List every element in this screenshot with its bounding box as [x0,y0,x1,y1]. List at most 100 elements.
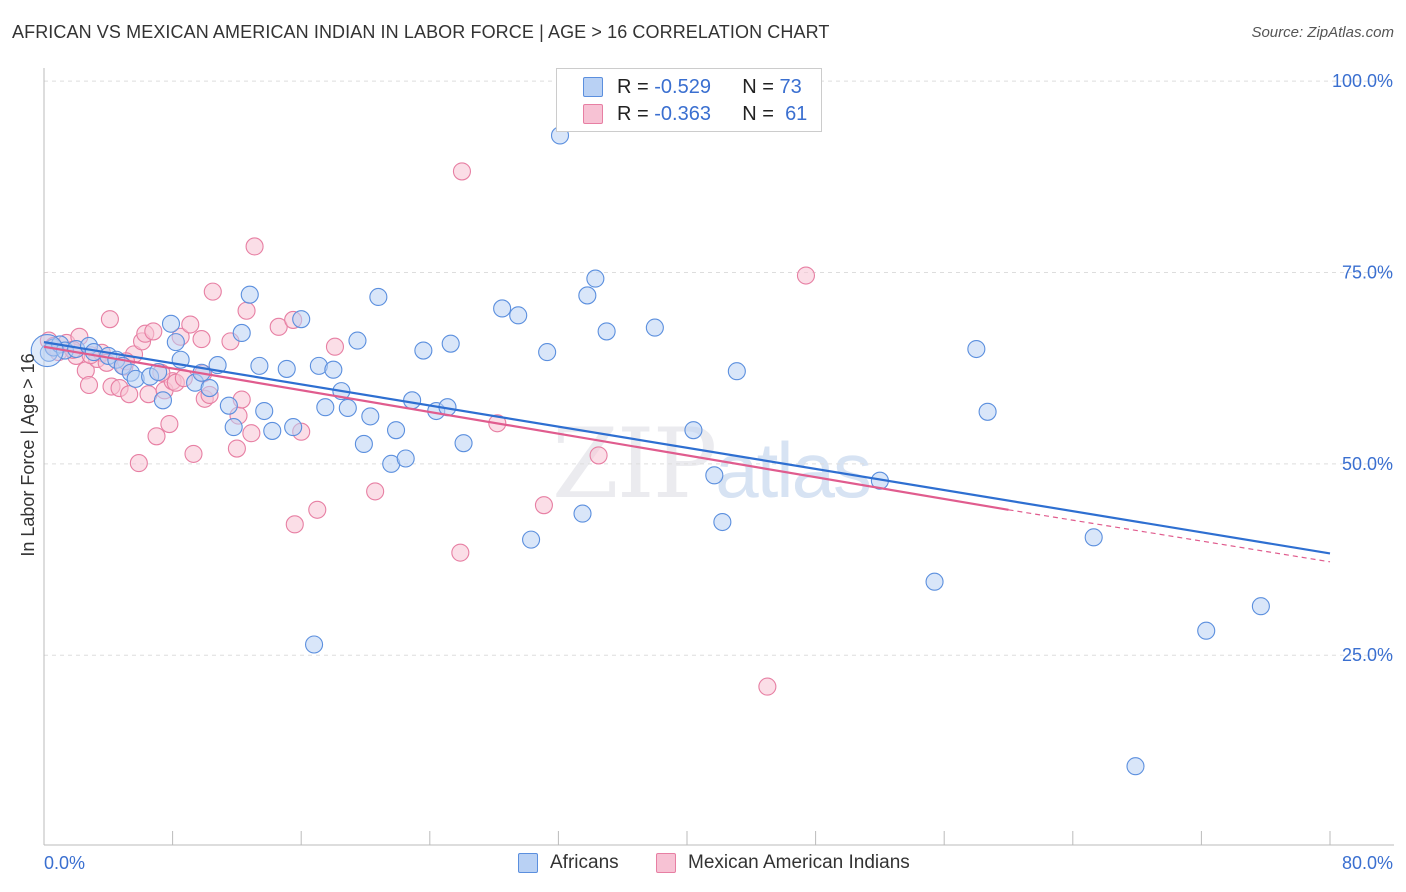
africans-point [645,318,664,337]
mexican-point [242,424,261,443]
x-tick-label-max: 80.0% [1342,853,1393,873]
mexican-point [120,385,139,404]
mexican-point [144,322,163,341]
africans-point [277,359,296,378]
africans-point [967,339,986,359]
x-tick-label-min: 0.0% [44,853,85,873]
mexican-point [245,237,264,256]
africans-point [705,466,724,485]
bottom-legend-label-mexican: Mexican American Indians [688,852,910,873]
mexican-point [285,515,304,534]
y-tick-label: 25.0% [1342,645,1393,665]
trend-line-mexican [43,345,1009,511]
legend-n-label: N = [742,102,774,125]
source-label: Source: ZipAtlas.com [1251,24,1394,41]
y-tick-label: 75.0% [1342,262,1393,282]
africans-point [1251,597,1270,616]
africans-point [538,343,557,362]
mexican-point [589,446,608,465]
africans-point [284,418,303,437]
correlation-legend: R = -0.529 N = 73 R = -0.363 N = 61 [556,68,822,132]
africans-point [338,398,357,418]
mexican-point [451,543,470,562]
legend-row-mexican: R = -0.363 N = 61 [583,102,807,126]
africans-point [509,306,528,325]
y-tick-label: 100.0% [1332,71,1393,91]
legend-r-label: R = [617,75,649,98]
africans-point [727,362,746,381]
africans-point [219,396,238,415]
legend-swatch-africans [583,77,603,97]
africans-point [240,285,259,304]
legend-n-value: 73 [779,75,802,98]
mexican-point [269,317,288,336]
africans-point [1084,528,1103,547]
africans-point [316,398,335,417]
africans-point [324,360,343,379]
africans-point [305,635,324,654]
mexican-point [79,375,99,395]
africans-point [232,323,251,342]
mexican-point [192,330,211,349]
y-tick-labels: 25.0% 50.0% 75.0% 100.0% [1332,71,1393,665]
y-tick-label: 50.0% [1342,454,1393,474]
trend-line-africans [43,341,1331,555]
bottom-legend-swatch-mexican [656,853,676,873]
africans-point [414,341,433,360]
trend-line-mexican-extension [1008,509,1331,563]
bottom-legend-africans: Africans [518,852,619,874]
mexican-point [181,315,200,334]
africans-point [1197,621,1216,640]
chart-title: AFRICAN VS MEXICAN AMERICAN INDIAN IN LA… [12,22,830,42]
africans-point [586,269,605,288]
africans-point [354,434,373,453]
africans-point [200,379,219,398]
africans-point [361,407,380,426]
africans-point [161,314,181,333]
mexican-point [100,310,119,329]
africans-point [166,333,185,352]
africans-point [263,421,282,440]
africans-point [493,299,512,318]
africans-point [403,391,422,410]
mexican-point [758,677,777,696]
africans-point [386,421,406,440]
mexican-point [184,444,203,463]
mexican-point [796,266,816,285]
africans-point [348,331,367,350]
africans-point [684,421,703,440]
mexican-point [308,500,327,519]
series-africans-points [30,126,1270,776]
mexican-point [227,439,246,458]
gridlines [44,80,1394,656]
africans-point [153,391,173,410]
africans-point [369,287,388,307]
africans-point [978,402,997,421]
legend-n-value: 61 [785,102,808,125]
africans-point [925,572,944,591]
bottom-legend-mexican: Mexican American Indians [656,852,910,874]
mexican-point [160,414,179,434]
axes [43,68,1394,846]
africans-point [522,530,541,549]
mexican-point [237,301,256,320]
africans-point [597,322,616,341]
africans-point [396,449,415,468]
legend-row-africans: R = -0.529 N = 73 [583,75,802,99]
y-axis-label: In Labor Force | Age > 16 [18,353,38,556]
legend-r-value: -0.529 [654,75,711,98]
africans-point [255,401,274,421]
africans-point [578,286,597,305]
legend-swatch-mexican [583,104,603,124]
africans-point [713,512,732,532]
legend-r-label: R = [617,102,649,125]
bottom-legend-label-africans: Africans [550,852,619,873]
mexican-point [147,427,166,446]
africans-point [441,334,460,353]
africans-point [1126,757,1145,776]
trend-lines [43,341,1331,563]
bottom-legend-swatch-africans [518,853,538,873]
legend-r-value: -0.363 [654,102,711,125]
x-tick-labels: 0.0% 80.0% [44,853,1393,873]
